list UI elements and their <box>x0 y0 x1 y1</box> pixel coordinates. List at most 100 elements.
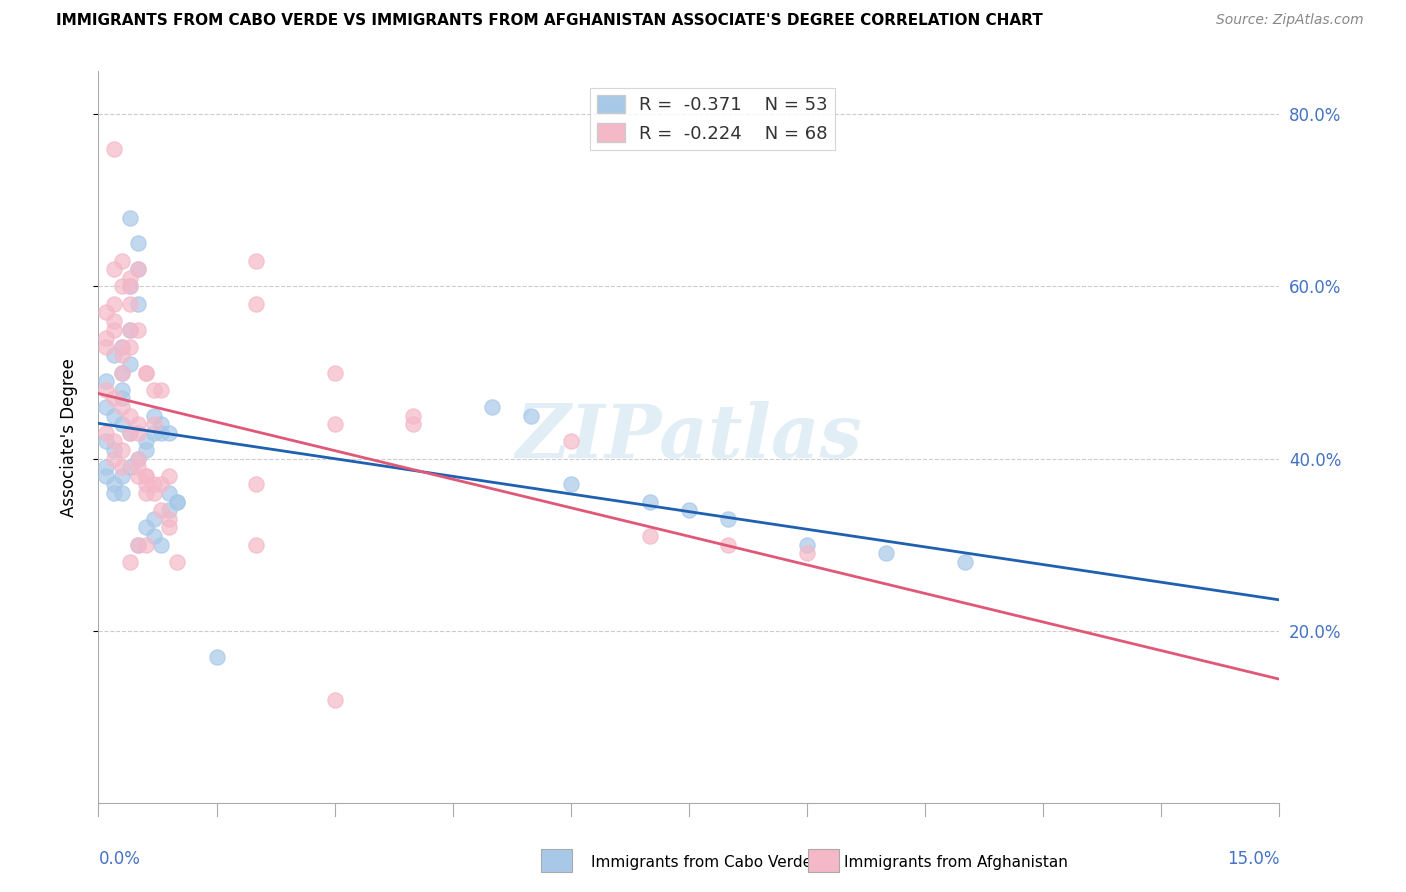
Point <box>111 417 134 432</box>
Point <box>150 425 173 440</box>
Point <box>245 253 267 268</box>
Point <box>118 322 141 336</box>
Point <box>96 305 118 319</box>
Point <box>323 692 346 706</box>
Point <box>118 279 141 293</box>
Point <box>166 494 188 508</box>
Point <box>157 520 180 534</box>
Text: Immigrants from Afghanistan: Immigrants from Afghanistan <box>844 855 1067 870</box>
Point <box>150 477 173 491</box>
Point <box>135 486 157 500</box>
Point <box>96 383 118 397</box>
Point <box>678 503 700 517</box>
Point <box>127 538 149 552</box>
Point <box>111 392 134 406</box>
Point <box>166 555 188 569</box>
Point <box>127 322 149 336</box>
Point <box>142 417 165 432</box>
Point <box>157 425 180 440</box>
Point <box>520 409 543 423</box>
Point <box>118 460 141 475</box>
Point <box>103 392 125 406</box>
Point <box>157 486 180 500</box>
Point <box>135 366 157 380</box>
Point <box>142 409 165 423</box>
Point <box>111 340 134 354</box>
Point <box>103 314 125 328</box>
Point <box>103 477 125 491</box>
Point <box>638 529 661 543</box>
Point <box>118 211 141 225</box>
Point <box>118 296 141 310</box>
Point <box>135 468 157 483</box>
Point <box>118 322 141 336</box>
Point <box>111 442 134 457</box>
Point <box>103 451 125 466</box>
Point <box>118 357 141 371</box>
Point <box>127 538 149 552</box>
Point <box>135 468 157 483</box>
Point <box>127 262 149 277</box>
Point <box>875 546 897 560</box>
Point <box>142 425 165 440</box>
Point <box>135 477 157 491</box>
Y-axis label: Associate's Degree: Associate's Degree <box>59 358 77 516</box>
Point <box>127 425 149 440</box>
Point <box>111 253 134 268</box>
Point <box>127 460 149 475</box>
Point <box>118 409 141 423</box>
Point <box>118 340 141 354</box>
Point <box>150 538 173 552</box>
Point <box>127 236 149 251</box>
Point <box>796 538 818 552</box>
Point <box>118 279 141 293</box>
Point <box>103 142 125 156</box>
Point <box>402 409 425 423</box>
Text: ZIPatlas: ZIPatlas <box>516 401 862 474</box>
Point <box>111 383 134 397</box>
Point <box>118 425 141 440</box>
Point <box>127 417 149 432</box>
Point <box>96 434 118 449</box>
Point <box>103 322 125 336</box>
Text: Immigrants from Cabo Verde: Immigrants from Cabo Verde <box>591 855 811 870</box>
Point <box>796 546 818 560</box>
Point <box>142 529 165 543</box>
Point <box>103 434 125 449</box>
Point <box>111 279 134 293</box>
Point <box>96 425 118 440</box>
Point <box>103 442 125 457</box>
Point <box>111 366 134 380</box>
Point <box>150 503 173 517</box>
Point <box>127 262 149 277</box>
Legend: R =  -0.371    N = 53, R =  -0.224    N = 68: R = -0.371 N = 53, R = -0.224 N = 68 <box>591 87 835 150</box>
Point <box>118 425 141 440</box>
Point <box>96 468 118 483</box>
Point <box>323 417 346 432</box>
Point <box>638 494 661 508</box>
Point <box>402 417 425 432</box>
Point <box>560 477 582 491</box>
Point <box>127 296 149 310</box>
Point <box>96 460 118 475</box>
Text: 0.0%: 0.0% <box>98 850 141 868</box>
Point <box>111 460 134 475</box>
Point <box>96 374 118 388</box>
Point <box>96 331 118 345</box>
Point <box>205 649 228 664</box>
Point <box>135 538 157 552</box>
Point <box>142 477 165 491</box>
Point <box>157 468 180 483</box>
Point <box>142 486 165 500</box>
Point <box>150 383 173 397</box>
Point <box>103 296 125 310</box>
Text: Source: ZipAtlas.com: Source: ZipAtlas.com <box>1216 13 1364 28</box>
Text: 15.0%: 15.0% <box>1227 850 1279 868</box>
Point <box>118 271 141 285</box>
Point <box>103 348 125 362</box>
Point <box>127 451 149 466</box>
Point <box>150 417 173 432</box>
Point <box>111 486 134 500</box>
Point <box>245 538 267 552</box>
Point <box>118 555 141 569</box>
